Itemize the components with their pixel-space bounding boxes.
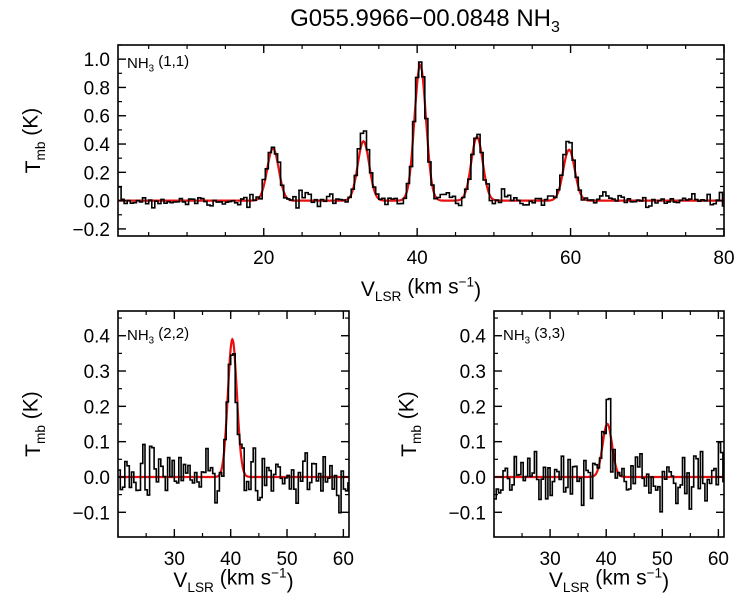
figure-title-subscript: 3 [551,19,560,36]
y-tick-label: 0.0 [84,192,110,213]
figure-title-main: G055.9966−00.0848 NH [290,5,551,32]
panel-top: 20 40 60 80 −0.2 0.0 0.2 0.4 0.6 0.8 1.0 VLSR (km s… [19,44,735,304]
y-tick-label: 0.0 [84,468,110,489]
x-tick-label: 40 [407,248,428,269]
y-axis-label-bottom-left: Tmb (K) [19,391,47,457]
y-tick-label: −0.1 [448,503,486,524]
y-tick-label: 0.1 [84,433,110,454]
x-axis-label-top: VLSR (km s−1) [361,275,481,304]
x-tick-label: 40 [596,549,617,570]
observed-spectrum-top [118,61,724,209]
x-tick-label: 30 [164,549,185,570]
y-tick-label: 0.3 [84,362,110,383]
figure-title: G055.9966−00.0848 NH3 [290,5,560,36]
x-tick-label: 50 [652,549,673,570]
x-tick-label: 40 [220,549,241,570]
y-tick-label: 0.0 [460,468,486,489]
y-tick-label: 0.2 [84,397,110,418]
y-tick-label: 0.1 [460,433,486,454]
x-tick-label: 30 [540,549,561,570]
x-tick-label: 60 [708,549,729,570]
y-tick-label: −0.1 [72,503,110,524]
y-tick-label: 0.4 [84,135,111,156]
panel-bottom-left: 30 40 50 60 −0.1 0.0 0.1 0.2 0.3 0.4 VLSR (km s−1)… [19,310,354,595]
x-tick-label: 60 [560,248,581,269]
panels: 20 40 60 80 −0.2 0.0 0.2 0.4 0.6 0.8 1.0 VLSR (km s… [19,44,735,595]
y-tick-label: 0.6 [84,107,110,128]
panel-annotation-top: NH3 (1,1) [127,53,189,74]
x-tick-label: 60 [333,549,354,570]
y-axis-label-bottom-right: Tmb (K) [395,391,423,457]
y-tick-label: −0.2 [72,220,110,241]
y-axis-label-top: Tmb (K) [19,108,47,174]
x-tick-label: 20 [253,248,274,269]
x-tick-label: 80 [713,248,734,269]
y-tick-label: 0.4 [84,327,111,348]
y-tick-label: 0.2 [460,397,486,418]
y-tick-label: 0.8 [84,78,110,99]
panel-annotation-bottom-left: NH3 (2,2) [127,325,189,346]
x-tick-label: 50 [276,549,297,570]
observed-spectrum-bottom-left [118,353,349,514]
y-tick-label: 0.2 [84,163,110,184]
plot-frame-top [117,44,725,237]
panel-annotation-bottom-right: NH3 (3,3) [503,325,565,346]
fit-curve-top [118,62,724,202]
x-axis-label-bottom-left: VLSR (km s−1) [173,566,293,595]
observed-spectrum-bottom-right [494,397,724,513]
y-tick-label: 1.0 [84,50,110,71]
y-tick-label: 0.4 [460,327,487,348]
x-axis-label-bottom-right: VLSR (km s−1) [549,566,669,595]
y-tick-label: 0.3 [460,362,486,383]
panel-bottom-right: 30 40 50 60 −0.1 0.0 0.1 0.2 0.3 0.4 VLSR (km s−1)… [395,310,729,595]
fit-curve-bottom-left [118,337,349,479]
